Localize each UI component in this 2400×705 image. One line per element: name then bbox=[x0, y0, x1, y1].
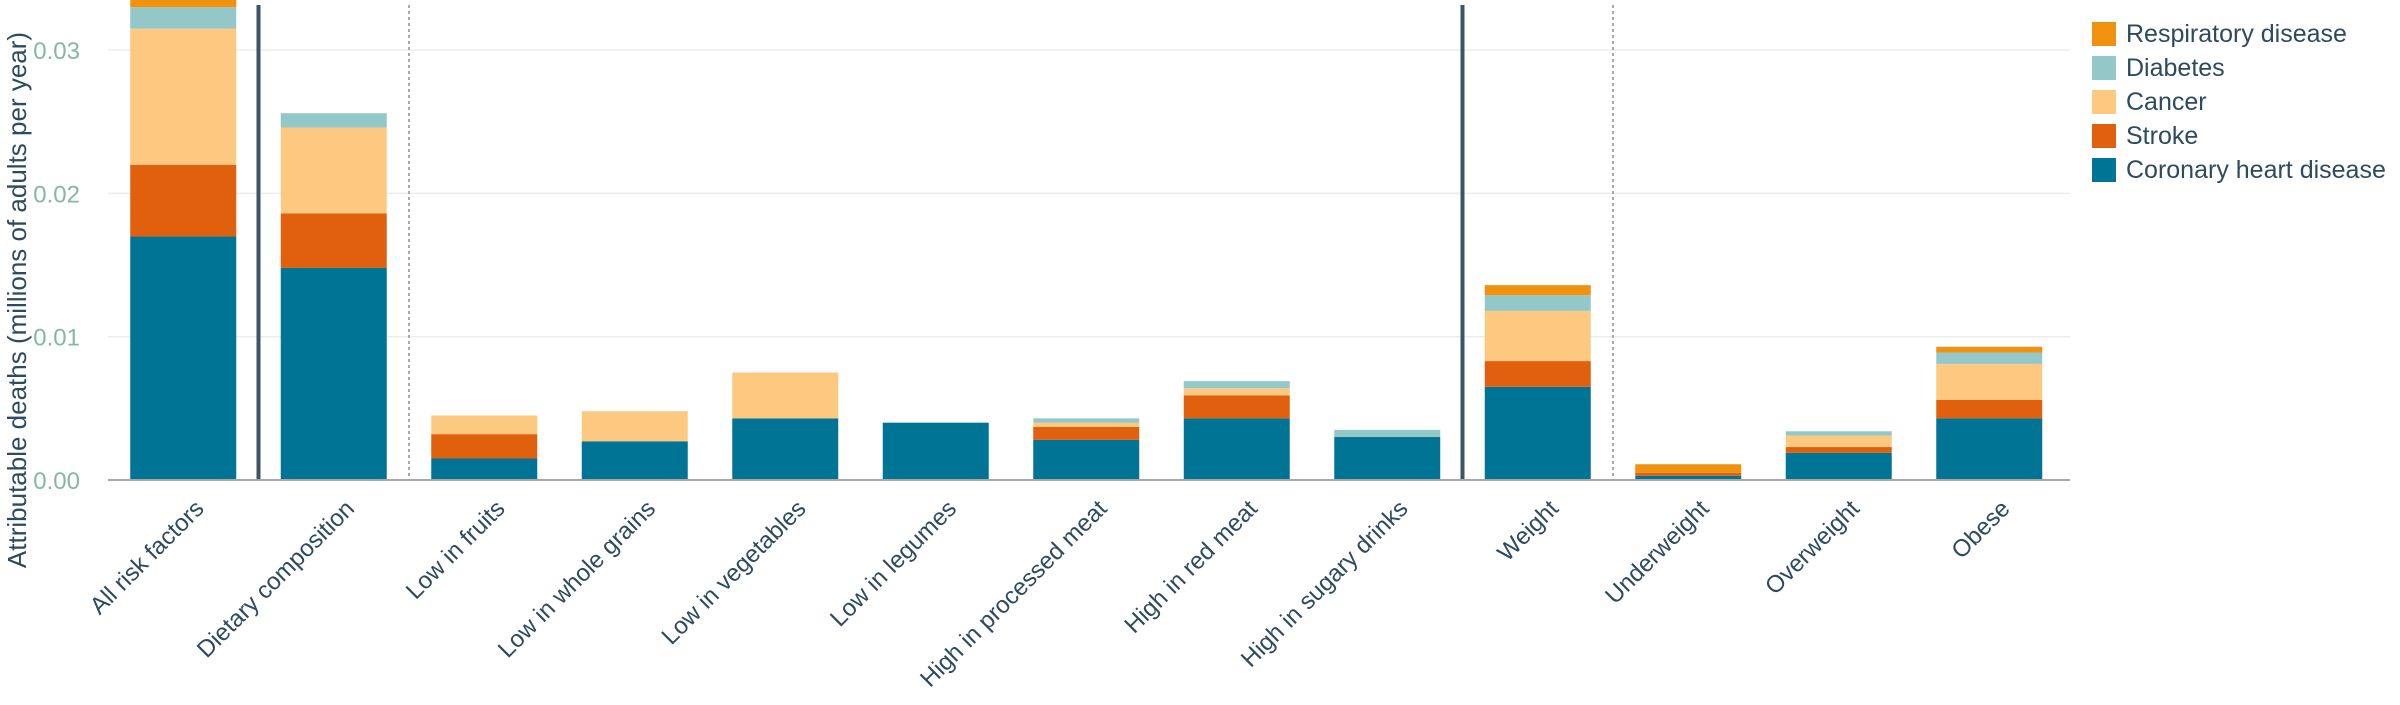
bar-segment-cancer[interactable] bbox=[431, 415, 538, 435]
y-tick-label: 0.01 bbox=[33, 325, 80, 352]
bar-segment-coronary-heart-disease[interactable] bbox=[1635, 475, 1742, 480]
legend-label: Diabetes bbox=[2126, 54, 2225, 82]
legend-swatch bbox=[2092, 22, 2116, 46]
bar-segment-diabetes[interactable] bbox=[1936, 352, 2043, 364]
y-axis-title: Attributable deaths (millions of adults … bbox=[2, 32, 32, 568]
bar-segment-stroke[interactable] bbox=[1785, 447, 1892, 453]
bar-segment-respiratory-disease[interactable] bbox=[1484, 285, 1591, 296]
y-tick-label: 0.02 bbox=[33, 181, 80, 208]
bars bbox=[130, 0, 2043, 480]
bar-segment-coronary-heart-disease[interactable] bbox=[130, 236, 237, 480]
bar-segment-coronary-heart-disease[interactable] bbox=[431, 458, 538, 480]
bar-segment-coronary-heart-disease[interactable] bbox=[1484, 386, 1591, 480]
bar-segment-stroke[interactable] bbox=[1033, 426, 1140, 440]
gridlines bbox=[108, 49, 2070, 338]
legend-swatch bbox=[2092, 90, 2116, 114]
bar-segment-respiratory-disease[interactable] bbox=[130, 0, 237, 8]
bar-segment-diabetes[interactable] bbox=[1183, 381, 1290, 389]
x-tick-label: Weight bbox=[1492, 495, 1564, 567]
bar-segment-coronary-heart-disease[interactable] bbox=[581, 441, 688, 480]
bar-segment-cancer[interactable] bbox=[130, 28, 237, 165]
legend-label: Respiratory disease bbox=[2126, 20, 2347, 48]
legend-swatch bbox=[2092, 124, 2116, 148]
bar-segment-stroke[interactable] bbox=[280, 213, 387, 268]
bar-segment-stroke[interactable] bbox=[1484, 361, 1591, 387]
bar-segment-cancer[interactable] bbox=[581, 411, 688, 442]
bar-segment-coronary-heart-disease[interactable] bbox=[1785, 452, 1892, 480]
x-tick-label: High in sugary drinks bbox=[1236, 495, 1414, 673]
legend[interactable]: Respiratory disease Diabetes Cancer Stroke C… bbox=[2092, 20, 2386, 184]
bar-segment-cancer[interactable] bbox=[280, 127, 387, 214]
legend-swatch bbox=[2092, 56, 2116, 80]
x-tick-label: All risk factors bbox=[85, 495, 210, 620]
bar-segment-coronary-heart-disease[interactable] bbox=[732, 418, 839, 480]
bar-segment-cancer[interactable] bbox=[1033, 422, 1140, 427]
bar-segment-stroke[interactable] bbox=[1936, 399, 2043, 419]
bar-segment-diabetes[interactable] bbox=[280, 113, 387, 128]
bar-segment-coronary-heart-disease[interactable] bbox=[1936, 418, 2043, 480]
x-tick-label: Underweight bbox=[1600, 495, 1715, 610]
bar-segment-cancer[interactable] bbox=[1785, 435, 1892, 448]
legend-swatch bbox=[2092, 158, 2116, 182]
bar-segment-stroke[interactable] bbox=[1183, 395, 1290, 419]
bar-segment-stroke[interactable] bbox=[1635, 472, 1742, 476]
bar-segment-coronary-heart-disease[interactable] bbox=[1183, 418, 1290, 480]
x-tick-label: Low in legumes bbox=[825, 495, 962, 632]
x-tick-label: Low in whole grains bbox=[493, 495, 661, 663]
legend-label: Cancer bbox=[2126, 88, 2207, 116]
legend-item-respiratory-disease[interactable]: Respiratory disease bbox=[2092, 20, 2347, 48]
bar-segment-coronary-heart-disease[interactable] bbox=[280, 267, 387, 480]
y-tick-label: 0.03 bbox=[33, 38, 80, 65]
legend-label: Stroke bbox=[2126, 122, 2198, 150]
bar-segment-coronary-heart-disease[interactable] bbox=[882, 422, 989, 480]
x-tick-label: Low in fruits bbox=[401, 495, 511, 605]
bar-segment-diabetes[interactable] bbox=[1785, 431, 1892, 436]
bar-segment-diabetes[interactable] bbox=[130, 7, 237, 29]
legend-label: Coronary heart disease bbox=[2126, 156, 2386, 184]
x-tick-label: Low in vegetables bbox=[657, 495, 812, 650]
legend-item-coronary-heart-disease[interactable]: Coronary heart disease bbox=[2092, 156, 2386, 184]
bar-segment-cancer[interactable] bbox=[1183, 388, 1290, 396]
bar-segment-coronary-heart-disease[interactable] bbox=[1033, 439, 1140, 480]
bar-segment-diabetes[interactable] bbox=[1484, 295, 1591, 311]
bar-segment-respiratory-disease[interactable] bbox=[1635, 464, 1742, 473]
x-tick-label: Overweight bbox=[1760, 495, 1865, 600]
bar-segment-stroke[interactable] bbox=[431, 434, 538, 459]
bar-segment-coronary-heart-disease[interactable] bbox=[1334, 437, 1441, 480]
legend-item-cancer[interactable]: Cancer bbox=[2092, 88, 2207, 116]
bar-segment-cancer[interactable] bbox=[1484, 310, 1591, 362]
bar-segment-cancer[interactable] bbox=[1936, 363, 2043, 400]
bar-segment-diabetes[interactable] bbox=[1033, 418, 1140, 423]
bar-segment-diabetes[interactable] bbox=[1334, 429, 1441, 438]
y-tick-label: 0.00 bbox=[33, 468, 80, 495]
bar-segment-respiratory-disease[interactable] bbox=[1936, 346, 2043, 353]
x-tick-label: Obese bbox=[1946, 495, 2015, 564]
x-tick-label: Dietary composition bbox=[192, 495, 360, 663]
bar-segment-cancer[interactable] bbox=[732, 372, 839, 419]
group-separators bbox=[256, 5, 1614, 480]
legend-item-diabetes[interactable]: Diabetes bbox=[2092, 54, 2225, 82]
legend-item-stroke[interactable]: Stroke bbox=[2092, 122, 2198, 150]
x-tick-label: High in red meat bbox=[1119, 495, 1263, 639]
bar-segment-stroke[interactable] bbox=[130, 164, 237, 237]
